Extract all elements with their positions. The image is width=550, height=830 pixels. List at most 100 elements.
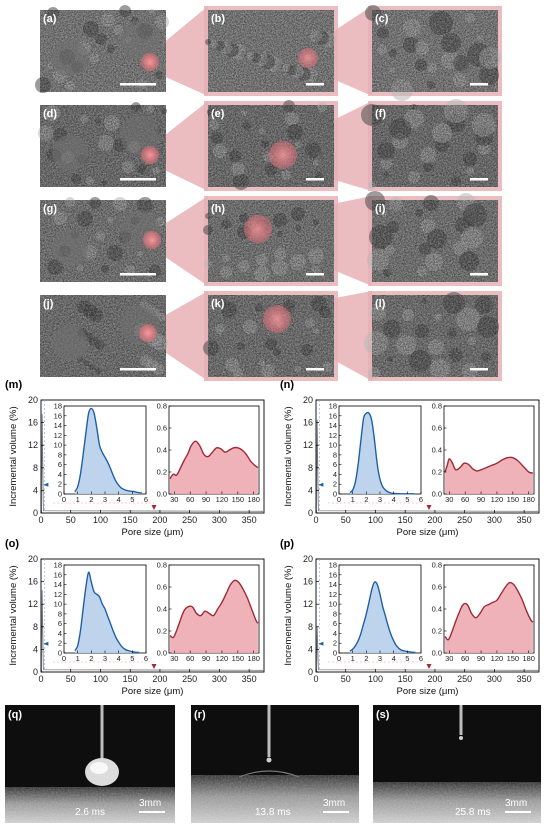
small-pore-area: [349, 412, 415, 494]
inset-x-tick-label: 1: [76, 654, 80, 663]
inset-y-tick-label: 4: [58, 629, 62, 638]
sem-panel: (k): [203, 295, 334, 378]
x-tick-label: 150: [123, 515, 138, 525]
y-tick-label: 16: [28, 577, 38, 587]
x-axis-label: Pore size (μm): [122, 527, 184, 538]
inset-y-tick-label: 14: [54, 580, 62, 589]
x-axis-label: Pore size (μm): [397, 686, 459, 697]
y-tick-label: 16: [303, 418, 313, 428]
inset-x-tick-label: 4: [392, 495, 396, 504]
inset-y-tick-label: 18: [54, 561, 62, 570]
red-arrow-icon: [426, 505, 432, 510]
macro-pore: [52, 230, 88, 266]
y-tick-label: 8: [308, 622, 313, 632]
inset-y-tick-label: 0.6: [432, 424, 442, 433]
inset-y-tick-label: 0.4: [432, 446, 442, 455]
inset-y-tick-label: 0: [333, 490, 337, 499]
inset-y-tick-label: 0.8: [157, 402, 167, 411]
inset-y-tick-label: 6: [333, 460, 337, 469]
inset-x-tick-label: 150: [232, 654, 245, 663]
y-tick-label: 12: [303, 599, 313, 609]
droplet-frame: (r) 13.8 ms 3mm: [191, 705, 359, 823]
sem-panel: (h): [203, 200, 334, 282]
panel-label: (b): [211, 13, 225, 25]
inset-y-tick-label: 16: [54, 570, 62, 579]
x-tick-label: 350: [517, 515, 532, 525]
main-trace: [316, 419, 540, 514]
x-tick-label: 350: [242, 515, 257, 525]
inset-y-tick-label: 0.6: [432, 583, 442, 592]
time-stamp: 13.8 ms: [255, 807, 291, 818]
sem-panel: (j): [40, 295, 168, 377]
zoom-wedge-left: [152, 196, 208, 286]
scale-bar: [470, 178, 488, 181]
highlight-spot: [139, 324, 157, 342]
sem-noise-light: [372, 295, 498, 377]
inset-x-tick-label: 4: [117, 495, 121, 504]
y-axis-label: Incremental volume (%): [283, 406, 294, 506]
red-arrow-icon: [151, 505, 157, 510]
panel-label: (a): [43, 13, 57, 25]
inset-x-tick-label: 30: [445, 654, 453, 663]
x-tick-label: 50: [341, 674, 351, 684]
needle-stream: [459, 705, 463, 735]
scale-bar: [470, 83, 488, 86]
y-tick-label: 20: [303, 395, 313, 405]
inset-x-tick-label: 5: [130, 495, 134, 504]
inset-x-tick-label: 1: [351, 654, 355, 663]
y-tick-label: 20: [28, 554, 38, 564]
inset-x-tick-label: 0: [62, 654, 66, 663]
sem-micrograph-grid: (a) (b) (c) (d) (e) (f) (g) (h) (i) (j) (k) (l): [35, 5, 501, 379]
inset-x-tick-label: 0: [337, 654, 341, 663]
macro-pore: [52, 325, 88, 361]
inset-x-tick-label: 1: [76, 495, 80, 504]
inset-x-tick-label: 2: [364, 654, 368, 663]
x-tick-label: 200: [152, 674, 167, 684]
inset-x-tick-label: 1: [351, 495, 355, 504]
inset-x-tick-label: 60: [186, 654, 194, 663]
inset-y-tick-label: 0.8: [157, 561, 167, 570]
sem-panel: (f): [361, 99, 498, 189]
y-tick-label: 20: [28, 395, 38, 405]
inset-y-tick-label: 4: [333, 470, 337, 479]
large-pore-line: [169, 440, 259, 480]
large-pore-area: [170, 441, 258, 494]
needle-stream: [267, 705, 271, 757]
scale-bar: [505, 811, 531, 813]
inset-y-tick-label: 6: [333, 619, 337, 628]
inset-y-tick-label: 2: [333, 480, 337, 489]
x-tick-label: 200: [152, 515, 167, 525]
inset-x-tick-label: 2: [89, 495, 93, 504]
sem-noise-light: [372, 200, 498, 282]
inset-y-tick-label: 6: [58, 460, 62, 469]
droplet-frame: (s) 25.8 ms 3mm: [373, 705, 541, 823]
y-tick-label: 12: [28, 440, 38, 450]
small-pore-line: [349, 411, 415, 495]
inset-x-tick-label: 3: [378, 495, 382, 504]
inset-y-tick-label: 10: [54, 441, 62, 450]
panel-label: (n): [280, 379, 294, 391]
scale-bar: [139, 811, 165, 813]
panel-label: (e): [211, 108, 225, 120]
inset-x-tick-label: 180: [247, 495, 260, 504]
panel-label: (q): [8, 709, 22, 721]
inset-x-tick-label: 120: [491, 654, 504, 663]
inset-x-tick-label: 90: [477, 654, 485, 663]
substrate-texture: [5, 787, 175, 823]
sem-panel: (b): [205, 10, 336, 92]
inset-y-tick-label: 8: [58, 450, 62, 459]
sem-panel: (i): [365, 191, 498, 282]
large-pore-area: [170, 580, 258, 653]
large-pore-line: [169, 579, 259, 639]
zoom-wedge-left: [148, 291, 208, 381]
y-tick-label: 8: [308, 463, 313, 473]
y-tick-label: 16: [303, 577, 313, 587]
macro-pore: [52, 135, 88, 171]
sem-panel: (e): [207, 100, 334, 190]
inset-x-tick-label: 5: [405, 495, 409, 504]
substrate-texture: [373, 782, 541, 823]
inset-y-tick-label: 0.8: [432, 561, 442, 570]
scale-bar: [470, 273, 488, 276]
